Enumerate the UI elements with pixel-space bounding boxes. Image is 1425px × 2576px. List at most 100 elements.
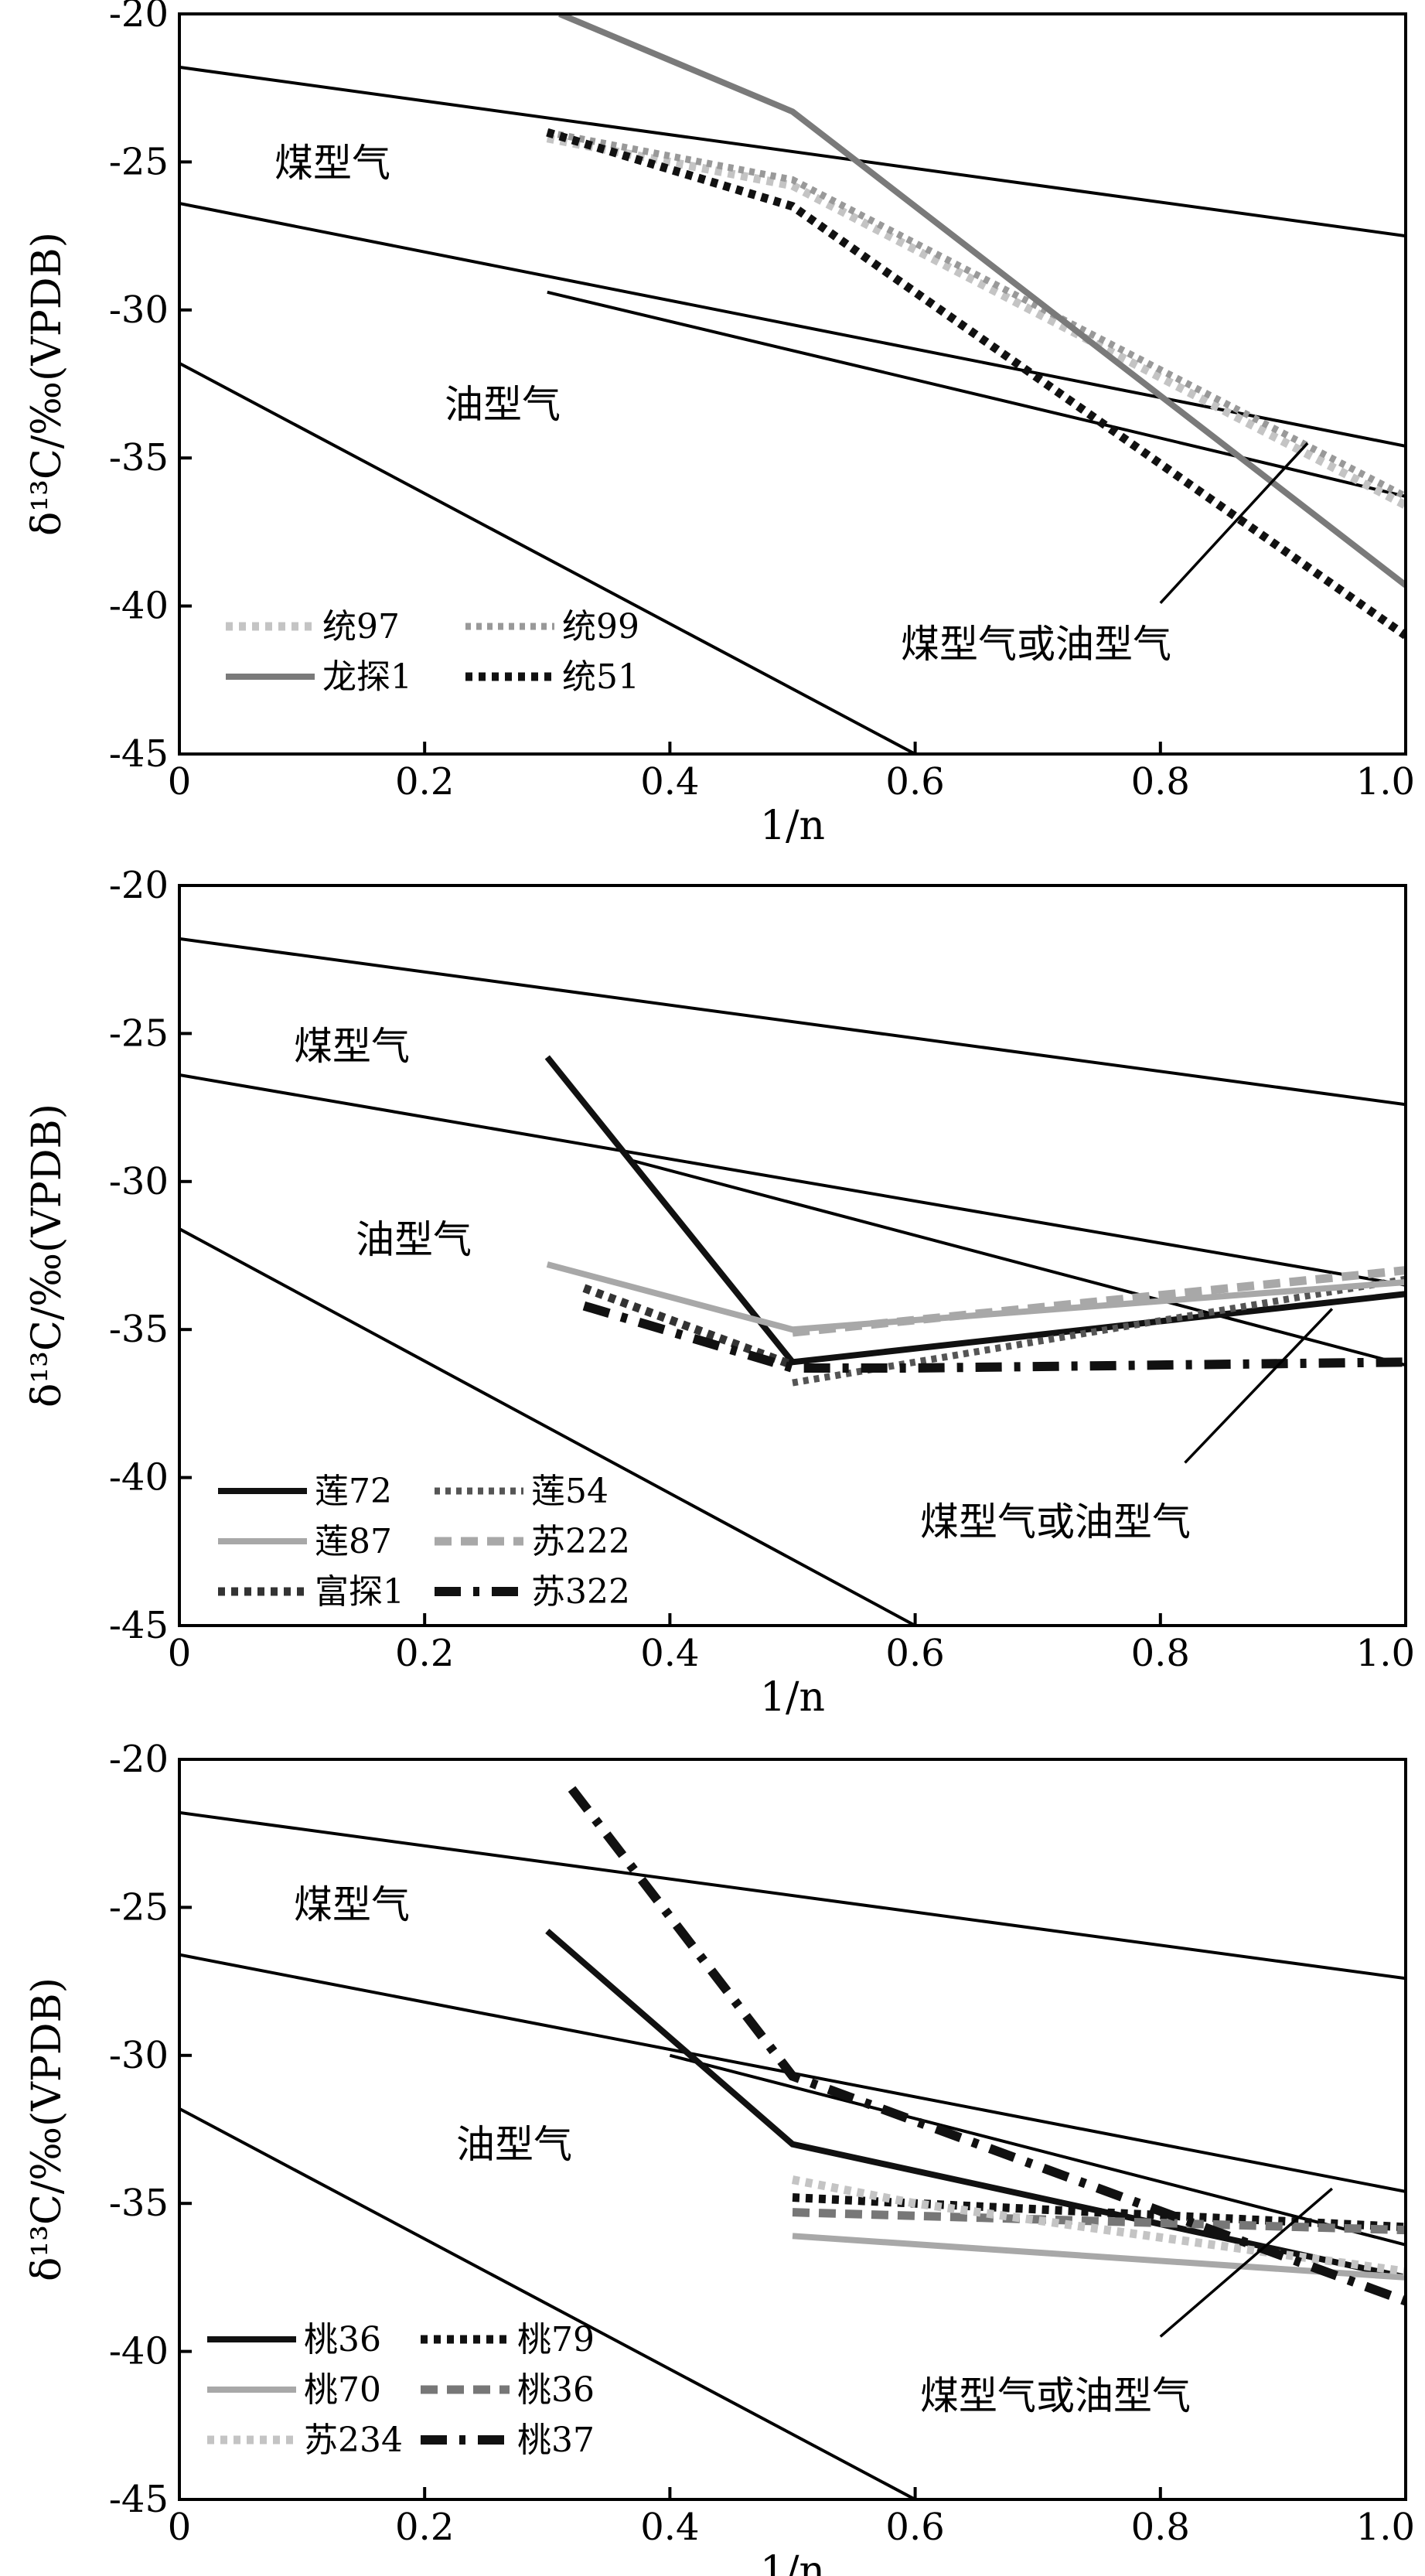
chart-panel-3: -20 -25 -30 -35 -40 -450 0.2 0.4 0.6 0.8 1.0 1/n δ¹³… [24, 1738, 1415, 2576]
y-tick-label: -35 [109, 2182, 169, 2225]
plot-frame [178, 1758, 1407, 2501]
y-tick-label: -30 [109, 2034, 169, 2077]
legend-label: 统51 [562, 657, 639, 697]
region-label-2: 油型气 [456, 2122, 572, 2167]
y-tick-label: -45 [109, 732, 169, 776]
boundary-line-3 [179, 361, 916, 754]
y-tick-label: -35 [109, 1308, 169, 1351]
x-tick-label: 0.8 [1131, 1632, 1190, 1675]
y-tick-label: -30 [109, 1160, 169, 1203]
boundary-line-4 [632, 1159, 1406, 1367]
y-axis-title: δ¹³C/‰(VPDB) [24, 1104, 70, 1407]
legend-label: 统99 [562, 607, 639, 647]
y-tick-label: -40 [109, 1456, 169, 1500]
series-line-3 [792, 2233, 1406, 2281]
annotation-pointer [1159, 2187, 1333, 2338]
boundary-lines [179, 937, 1406, 1626]
annotation-pointer [1159, 442, 1309, 604]
series-line-4 [792, 1266, 1406, 1337]
chart-panel-1: -20 -25 -30 -35 -40 -450 0.2 0.4 0.6 0.8 1.0 1/n δ¹³… [24, 0, 1415, 849]
boundary-line-2 [179, 202, 1406, 448]
legend-label: 桃36 [304, 2320, 381, 2359]
x-tick-label: 0.8 [1131, 760, 1190, 804]
boundary-line-1 [179, 65, 1406, 238]
x-tick-label: 0.6 [885, 760, 944, 804]
annotation-pointer [1184, 1308, 1334, 1464]
x-tick-label: 1.0 [1356, 1632, 1415, 1675]
x-tick-label: 0.6 [885, 1632, 944, 1675]
region-label-3: 煤型气或油型气 [920, 1500, 1191, 1544]
series-line-1 [545, 1929, 1406, 2281]
legend-label: 苏222 [531, 1522, 630, 1561]
legend-label: 苏322 [531, 1572, 630, 1612]
legend: 统97 统99 龙探1 统51 [226, 607, 639, 697]
boundary-line-4 [547, 290, 1406, 498]
y-tick-label: -45 [109, 1604, 169, 1647]
x-axis-title: 1/n [760, 1674, 825, 1721]
boundary-lines [179, 65, 1406, 754]
y-tick-label: -25 [109, 1012, 169, 1055]
x-tick-label: 0.4 [640, 2506, 699, 2549]
series-line-6 [582, 1301, 1406, 1373]
region-label-2: 油型气 [445, 382, 561, 427]
boundary-line-3 [179, 2107, 916, 2499]
series-line-5 [582, 1284, 794, 1370]
plot-frame [178, 884, 1407, 1627]
legend-label: 桃79 [517, 2320, 595, 2359]
y-tick-label: -20 [109, 864, 169, 907]
boundary-line-4 [669, 2053, 1406, 2247]
x-tick-label: 1.0 [1356, 2506, 1415, 2549]
legend-label: 苏234 [304, 2421, 403, 2460]
legend-label: 统97 [322, 607, 400, 647]
series-group [546, 14, 1406, 640]
legend-label: 桃70 [304, 2370, 381, 2410]
legend-label: 莲87 [315, 1522, 392, 1561]
x-tick-label: 0 [168, 2506, 192, 2549]
chart-panel-2: -20 -25 -30 -35 -40 -450 0.2 0.4 0.6 0.8 1.0 1/n δ¹³… [24, 864, 1415, 1721]
y-tick-label: -25 [109, 1885, 169, 1929]
x-tick-label: 0.2 [395, 1632, 454, 1675]
y-tick-label: -45 [109, 2478, 169, 2521]
series-group [544, 1055, 1406, 1387]
boundary-line-2 [179, 1073, 1406, 1287]
x-tick-label: 0 [168, 760, 192, 804]
legend: 桃36 桃79 桃70 桃36 苏234 桃37 [207, 2320, 595, 2460]
x-tick-label: 0.4 [640, 1632, 699, 1675]
legend-label: 龙探1 [322, 657, 412, 697]
x-tick-label: 0.6 [885, 2506, 944, 2549]
series-line-4 [546, 128, 1406, 640]
legend-label: 桃36 [517, 2370, 595, 2410]
y-tick-label: -40 [109, 2330, 169, 2373]
x-tick-label: 0.2 [395, 760, 454, 804]
legend: 莲72 莲54 莲87 苏222 富探1 苏322 [218, 1472, 630, 1612]
x-axis-title: 1/n [760, 2548, 825, 2576]
series-line-3 [558, 14, 1406, 588]
y-tick-label: -40 [109, 585, 169, 628]
region-label-1: 煤型气 [294, 1882, 410, 1927]
series-line-2 [546, 128, 1406, 500]
series-line-6 [568, 1786, 1406, 2306]
y-axis-title: δ¹³C/‰(VPDB) [24, 232, 70, 536]
x-tick-label: 1.0 [1356, 760, 1415, 804]
x-tick-label: 0.8 [1131, 2506, 1190, 2549]
region-label-3: 煤型气或油型气 [901, 622, 1171, 667]
y-tick-label: -25 [109, 140, 169, 183]
region-label-2: 油型气 [356, 1217, 472, 1262]
y-tick-label: -20 [109, 1738, 169, 1781]
series-line-5 [791, 2175, 1406, 2276]
x-tick-label: 0.4 [640, 760, 699, 804]
legend-label: 莲72 [315, 1472, 392, 1511]
region-label-3: 煤型气或油型气 [920, 2373, 1191, 2418]
y-tick-label: -30 [109, 288, 169, 332]
legend-label: 莲54 [531, 1472, 609, 1511]
legend-label: 桃37 [517, 2421, 595, 2460]
boundary-line-1 [179, 1810, 1406, 1981]
legend-label: 富探1 [315, 1572, 404, 1612]
x-axis-title: 1/n [760, 803, 825, 849]
series-line-2 [792, 2193, 1406, 2232]
x-tick-label: 0.2 [395, 2506, 454, 2549]
boundary-line-3 [179, 1227, 916, 1626]
region-label-1: 煤型气 [294, 1024, 410, 1069]
series-line-4 [792, 2208, 1406, 2235]
